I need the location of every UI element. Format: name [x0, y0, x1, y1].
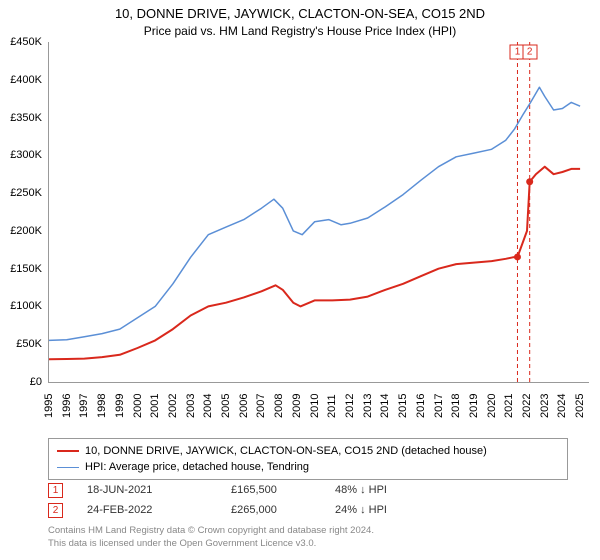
- chart-area: 12 £0£50K£100K£150K£200K£250K£300K£350K£…: [48, 42, 588, 402]
- x-axis-label: 2021: [503, 394, 515, 418]
- x-axis-label: 2015: [397, 394, 409, 418]
- x-axis-label: 2003: [185, 394, 197, 418]
- x-axis-label: 2002: [167, 394, 179, 418]
- sales-row: 1 18-JUN-2021 £165,500 48% ↓ HPI: [48, 480, 455, 500]
- sale-date: 18-JUN-2021: [87, 484, 207, 496]
- y-axis-label: £450K: [0, 36, 42, 48]
- x-axis-label: 2022: [521, 394, 533, 418]
- y-axis-label: £150K: [0, 263, 42, 275]
- x-axis-label: 1996: [61, 394, 73, 418]
- x-axis-label: 1998: [96, 394, 108, 418]
- x-axis-label: 2004: [202, 394, 214, 418]
- sale-change: 48% ↓ HPI: [335, 484, 455, 496]
- legend-label: HPI: Average price, detached house, Tend…: [85, 459, 309, 475]
- x-axis-label: 2001: [149, 394, 161, 418]
- sales-table: 1 18-JUN-2021 £165,500 48% ↓ HPI 2 24-FEB-202…: [48, 480, 455, 520]
- x-axis-label: 1999: [114, 394, 126, 418]
- footer-line1: Contains HM Land Registry data © Crown c…: [48, 524, 374, 537]
- sale-change: 24% ↓ HPI: [335, 504, 455, 516]
- x-axis-label: 2006: [238, 394, 250, 418]
- chart-container: 10, DONNE DRIVE, JAYWICK, CLACTON-ON-SEA…: [0, 0, 600, 560]
- x-axis-label: 2025: [574, 394, 586, 418]
- x-axis-label: 2020: [486, 394, 498, 418]
- x-axis-label: 2008: [273, 394, 285, 418]
- footer-line2: This data is licensed under the Open Gov…: [48, 537, 374, 550]
- legend-row: 10, DONNE DRIVE, JAYWICK, CLACTON-ON-SEA…: [57, 443, 559, 459]
- x-axis-label: 2016: [415, 394, 427, 418]
- chart-title-line1: 10, DONNE DRIVE, JAYWICK, CLACTON-ON-SEA…: [0, 0, 600, 21]
- x-axis-label: 2018: [450, 394, 462, 418]
- chart-svg: [49, 42, 589, 382]
- x-axis-label: 2012: [344, 394, 356, 418]
- y-axis-label: £50K: [0, 338, 42, 350]
- x-axis-label: 2017: [433, 394, 445, 418]
- x-axis-label: 2000: [132, 394, 144, 418]
- sale-index-box: 2: [48, 503, 63, 518]
- x-axis-label: 2011: [326, 394, 338, 418]
- y-axis-label: £350K: [0, 112, 42, 124]
- sale-marker-box: 2: [522, 45, 537, 60]
- x-axis-label: 2007: [255, 394, 267, 418]
- chart-footer: Contains HM Land Registry data © Crown c…: [48, 524, 374, 550]
- y-axis-label: £100K: [0, 300, 42, 312]
- sale-price: £265,000: [231, 504, 311, 516]
- sales-row: 2 24-FEB-2022 £265,000 24% ↓ HPI: [48, 500, 455, 520]
- plot-area: 12: [48, 42, 589, 383]
- x-axis-label: 2005: [220, 394, 232, 418]
- sale-date: 24-FEB-2022: [87, 504, 207, 516]
- y-axis-label: £0: [0, 376, 42, 388]
- y-axis-label: £300K: [0, 149, 42, 161]
- series-line-property: [49, 167, 580, 360]
- x-axis-label: 2010: [309, 394, 321, 418]
- legend-swatch: [57, 467, 79, 468]
- x-axis-label: 1995: [43, 394, 55, 418]
- x-axis-label: 2014: [379, 394, 391, 418]
- sale-index-box: 1: [48, 483, 63, 498]
- legend-row: HPI: Average price, detached house, Tend…: [57, 459, 559, 475]
- legend-box: 10, DONNE DRIVE, JAYWICK, CLACTON-ON-SEA…: [48, 438, 568, 480]
- x-axis-label: 2019: [468, 394, 480, 418]
- y-axis-label: £250K: [0, 187, 42, 199]
- x-axis-label: 2024: [556, 394, 568, 418]
- chart-title-line2: Price paid vs. HM Land Registry's House …: [0, 21, 600, 42]
- legend-swatch: [57, 450, 79, 452]
- legend-label: 10, DONNE DRIVE, JAYWICK, CLACTON-ON-SEA…: [85, 443, 487, 459]
- x-axis-label: 2013: [362, 394, 374, 418]
- y-axis-label: £400K: [0, 74, 42, 86]
- sale-price: £165,500: [231, 484, 311, 496]
- x-axis-label: 2023: [539, 394, 551, 418]
- y-axis-label: £200K: [0, 225, 42, 237]
- x-axis-label: 2009: [291, 394, 303, 418]
- x-axis-label: 1997: [78, 394, 90, 418]
- series-line-hpi: [49, 87, 580, 340]
